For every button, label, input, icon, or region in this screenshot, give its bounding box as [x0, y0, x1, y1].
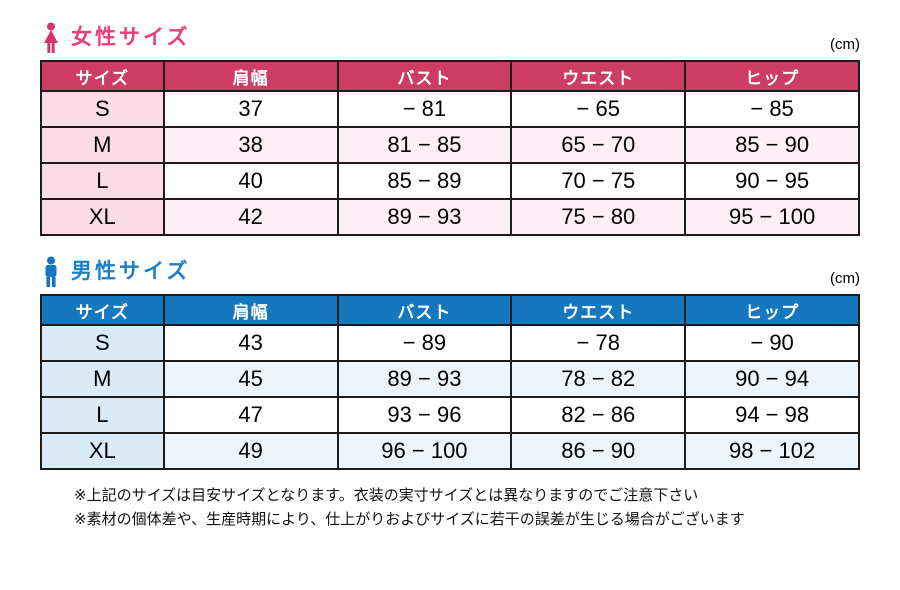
- value-cell: 49: [162, 432, 339, 470]
- value-cell: 98 − 102: [684, 432, 860, 470]
- value-cell: 45: [162, 360, 339, 398]
- women-size-table: サイズ 肩幅 バスト ウエスト ヒップ S 37 − 81 − 65 − 85 …: [40, 60, 860, 236]
- value-cell: 81 − 85: [336, 126, 513, 164]
- value-cell: 78 − 82: [510, 360, 687, 398]
- column-header-waist: ウエスト: [510, 60, 687, 92]
- column-header-shoulder: 肩幅: [162, 60, 339, 92]
- value-cell: − 81: [336, 90, 513, 128]
- size-cell: M: [40, 360, 165, 398]
- value-cell: − 78: [510, 324, 687, 362]
- women-section-header: 女性サイズ (cm): [40, 16, 860, 54]
- size-cell: S: [40, 324, 165, 362]
- size-cell: XL: [40, 198, 165, 236]
- value-cell: 37: [162, 90, 339, 128]
- value-cell: 93 − 96: [336, 396, 513, 434]
- table-row: S 43 − 89 − 78 − 90: [40, 324, 860, 362]
- size-cell: M: [40, 126, 165, 164]
- value-cell: 65 − 70: [510, 126, 687, 164]
- value-cell: 82 − 86: [510, 396, 687, 434]
- value-cell: 43: [162, 324, 339, 362]
- size-cell: L: [40, 162, 165, 200]
- value-cell: 38: [162, 126, 339, 164]
- women-header-row: サイズ 肩幅 バスト ウエスト ヒップ: [40, 60, 860, 92]
- table-row: S 37 − 81 − 65 − 85: [40, 90, 860, 128]
- value-cell: 40: [162, 162, 339, 200]
- table-row: M 38 81 − 85 65 − 70 85 − 90: [40, 126, 860, 164]
- footnotes: ※上記のサイズは目安サイズとなります。衣装の実寸サイズとは異なりますのでご注意下…: [40, 484, 860, 532]
- table-row: L 40 85 − 89 70 − 75 90 − 95: [40, 162, 860, 200]
- column-header-bust: バスト: [336, 294, 513, 326]
- value-cell: − 89: [336, 324, 513, 362]
- value-cell: 42: [162, 198, 339, 236]
- value-cell: 47: [162, 396, 339, 434]
- female-icon: [40, 22, 62, 54]
- value-cell: − 85: [684, 90, 860, 128]
- value-cell: 96 − 100: [336, 432, 513, 470]
- table-row: M 45 89 − 93 78 − 82 90 − 94: [40, 360, 860, 398]
- value-cell: − 65: [510, 90, 687, 128]
- size-cell: L: [40, 396, 165, 434]
- women-title-wrap: 女性サイズ: [40, 22, 190, 54]
- column-header-hip: ヒップ: [684, 294, 860, 326]
- value-cell: 85 − 90: [684, 126, 860, 164]
- women-unit-label: (cm): [830, 36, 860, 53]
- note-line: ※上記のサイズは目安サイズとなります。衣装の実寸サイズとは異なりますのでご注意下…: [74, 487, 699, 504]
- column-header-size: サイズ: [40, 294, 165, 326]
- men-unit-label: (cm): [830, 270, 860, 287]
- value-cell: 89 − 93: [336, 198, 513, 236]
- men-size-table: サイズ 肩幅 バスト ウエスト ヒップ S 43 − 89 − 78 − 90 …: [40, 294, 860, 470]
- women-section-title: 女性サイズ: [71, 25, 191, 49]
- table-row: XL 42 89 − 93 75 − 80 95 − 100: [40, 198, 860, 236]
- value-cell: 90 − 95: [684, 162, 860, 200]
- men-section-header: 男性サイズ (cm): [40, 250, 860, 288]
- column-header-waist: ウエスト: [510, 294, 687, 326]
- value-cell: − 90: [684, 324, 860, 362]
- value-cell: 85 − 89: [336, 162, 513, 200]
- column-header-size: サイズ: [40, 60, 165, 92]
- column-header-hip: ヒップ: [684, 60, 860, 92]
- male-icon: [40, 256, 62, 288]
- men-title-wrap: 男性サイズ: [40, 256, 190, 288]
- value-cell: 75 − 80: [510, 198, 687, 236]
- column-header-shoulder: 肩幅: [162, 294, 339, 326]
- table-row: XL 49 96 − 100 86 − 90 98 − 102: [40, 432, 860, 470]
- men-header-row: サイズ 肩幅 バスト ウエスト ヒップ: [40, 294, 860, 326]
- men-section-title: 男性サイズ: [71, 259, 191, 283]
- value-cell: 86 − 90: [510, 432, 687, 470]
- value-cell: 94 − 98: [684, 396, 860, 434]
- women-size-section: 女性サイズ (cm) サイズ 肩幅 バスト ウエスト ヒップ S 37 − 81: [40, 16, 860, 236]
- value-cell: 89 − 93: [336, 360, 513, 398]
- value-cell: 70 − 75: [510, 162, 687, 200]
- table-row: L 47 93 − 96 82 − 86 94 − 98: [40, 396, 860, 434]
- size-cell: S: [40, 90, 165, 128]
- men-size-section: 男性サイズ (cm) サイズ 肩幅 バスト ウエスト ヒップ S 43 − 89: [40, 250, 860, 470]
- value-cell: 90 − 94: [684, 360, 860, 398]
- column-header-bust: バスト: [336, 60, 513, 92]
- size-cell: XL: [40, 432, 165, 470]
- note-line: ※素材の個体差や、生産時期により、仕上がりおよびサイズに若干の誤差が生じる場合が…: [74, 511, 745, 528]
- value-cell: 95 − 100: [684, 198, 860, 236]
